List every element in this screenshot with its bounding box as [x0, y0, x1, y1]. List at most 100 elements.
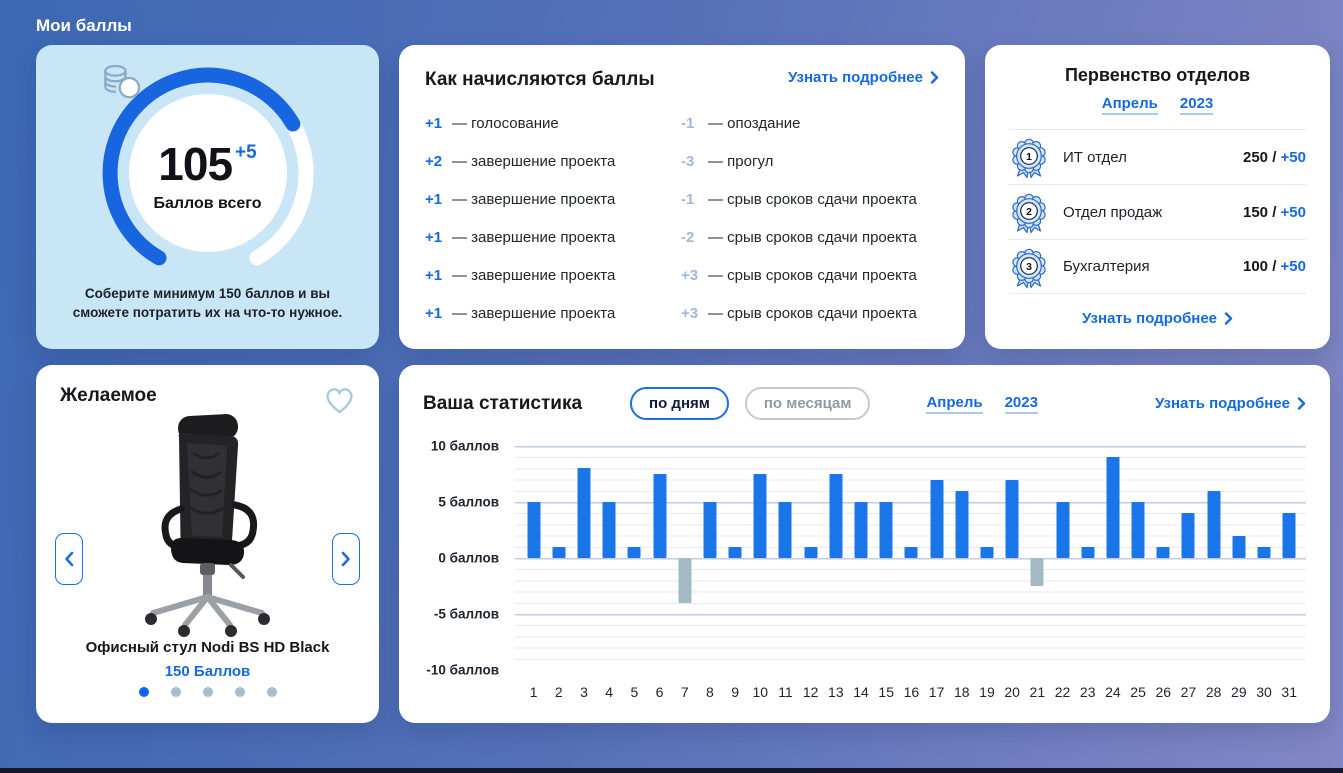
- x-tick-label: 8: [706, 684, 714, 700]
- year-link[interactable]: 2023: [1004, 394, 1038, 414]
- accrual-item: +1— завершение проекта: [425, 229, 616, 246]
- departments-details-link[interactable]: Узнать подробнее: [1082, 310, 1233, 327]
- x-tick-label: 12: [802, 684, 819, 700]
- bar-day-23: [1075, 446, 1100, 670]
- x-tick-label: 19: [979, 684, 995, 700]
- bar-day-9: [723, 446, 748, 670]
- accrual-item: -3— прогул: [681, 153, 774, 170]
- bar-day-26: [1151, 446, 1176, 670]
- chevron-right-icon: [1297, 397, 1306, 410]
- month-link[interactable]: Апрель: [926, 394, 983, 414]
- coins-icon: [103, 64, 140, 99]
- x-tick-label: 31: [1281, 684, 1297, 700]
- x-tick-label: 23: [1079, 684, 1096, 700]
- bar-day-10: [748, 446, 773, 670]
- department-score: 100 / +50: [1243, 258, 1306, 275]
- bar-day-27: [1176, 446, 1201, 670]
- accrual-item: +1— завершение проекта: [425, 267, 616, 284]
- bar-day-14: [848, 446, 873, 670]
- bar-day-25: [1126, 446, 1151, 670]
- chevron-right-icon: [930, 71, 939, 84]
- accrual-details-link[interactable]: Узнать подробнее: [788, 69, 939, 86]
- chevron-right-icon: [341, 551, 350, 567]
- statistics-card: Ваша статистика по дням по месяцам Апрел…: [399, 365, 1330, 723]
- carousel-dot-1[interactable]: [138, 687, 149, 697]
- x-tick-label: 18: [953, 684, 970, 700]
- accrual-negative-list: -1— опоздание -3— прогул -1— срыв сроков с…: [681, 115, 917, 322]
- bar-day-12: [798, 446, 823, 670]
- month-link[interactable]: Апрель: [1101, 95, 1158, 115]
- bar-day-16: [899, 446, 924, 670]
- carousel-dot-3[interactable]: [202, 687, 213, 697]
- carousel-dot-2[interactable]: [170, 687, 181, 697]
- bar-day-21: [1025, 446, 1050, 670]
- points-total: 105: [158, 138, 233, 190]
- bar-day-30: [1251, 446, 1276, 670]
- carousel-next-button[interactable]: [332, 533, 360, 585]
- accrual-item: -2— срыв сроков сдачи проекта: [681, 229, 917, 246]
- accrual-item: +2— завершение проекта: [425, 153, 616, 170]
- bar-day-3: [571, 446, 596, 670]
- heart-icon[interactable]: [322, 383, 357, 418]
- toggle-by-months[interactable]: по месяцам: [744, 387, 871, 420]
- medal-rank-1-icon: 1: [1012, 138, 1046, 179]
- chart-x-axis: 1 2 3 4 5 6 7 8 9 10 11 12 13 14 15 16 17 18 19 20 21 22 23 24 2…: [521, 684, 1302, 700]
- product-name: Офисный стул Nodi BS HD Black: [85, 639, 330, 656]
- departments-card-title: Первенство отделов: [1064, 65, 1251, 85]
- bar-day-20: [1000, 446, 1025, 670]
- medal-rank-3-icon: 3: [1012, 248, 1046, 288]
- x-tick-label: 13: [828, 684, 844, 700]
- x-tick-label: 26: [1155, 684, 1172, 700]
- accrual-item: +3— срыв сроков сдачи проекта: [681, 267, 917, 284]
- department-row: 1 ИТ отдел 250 / +50: [1009, 129, 1306, 184]
- points-delta-badge: +5: [235, 142, 257, 163]
- toggle-by-days[interactable]: по дням: [630, 387, 729, 420]
- accrual-item: -1— опоздание: [681, 115, 801, 132]
- bar-day-18: [949, 446, 974, 670]
- bar-day-4: [597, 446, 622, 670]
- departments-ranking: 1 ИТ отдел 250 / +50 2 Отдел продаж 150 / …: [1009, 129, 1306, 294]
- x-tick-label: 27: [1180, 684, 1197, 700]
- chart-y-axis: 10 баллов 5 баллов 0 баллов -5 баллов -10 ба…: [423, 439, 499, 678]
- x-tick-label: 4: [605, 684, 614, 700]
- x-tick-label: 3: [580, 684, 588, 700]
- statistics-card-title: Ваша статистика: [423, 392, 583, 414]
- bar-day-6: [647, 446, 672, 670]
- statistics-details-link[interactable]: Узнать подробнее: [1155, 395, 1306, 412]
- x-tick-label: 28: [1205, 684, 1222, 700]
- x-tick-label: 5: [630, 684, 639, 700]
- department-score: 250 / +50: [1243, 148, 1306, 166]
- y-tick-label: -10 баллов: [426, 662, 499, 678]
- x-tick-label: 21: [1029, 684, 1046, 700]
- accrual-item: +1— завершение проекта: [425, 305, 616, 322]
- carousel-dot-5[interactable]: [266, 687, 277, 697]
- product-image-office-chair: [144, 414, 270, 637]
- svg-text:1: 1: [1026, 151, 1032, 163]
- bar-day-2: [546, 446, 571, 670]
- carousel-prev-button[interactable]: [55, 533, 83, 585]
- x-tick-label: 17: [928, 684, 945, 700]
- y-tick-label: -5 баллов: [433, 606, 499, 622]
- department-row: 3 Бухгалтерия 100 / +50: [1009, 239, 1306, 294]
- x-tick-label: 30: [1256, 684, 1272, 700]
- medal-rank-2-icon: 2: [1012, 193, 1046, 234]
- x-tick-label: 15: [878, 684, 894, 700]
- department-name: ИТ отдел: [1063, 148, 1127, 166]
- carousel-dot-4[interactable]: [234, 687, 245, 697]
- points-total-label: Баллов всего: [153, 195, 262, 212]
- bar-day-22: [1050, 446, 1075, 670]
- year-link[interactable]: 2023: [1179, 95, 1214, 115]
- wishlist-card-title: Желаемое: [60, 385, 157, 406]
- bar-day-5: [622, 446, 647, 670]
- x-tick-label: 9: [731, 684, 739, 700]
- accrual-positive-list: +1— голосование +2— завершение проекта +1—…: [425, 115, 681, 322]
- page-title: Мои баллы: [36, 16, 132, 35]
- bar-day-11: [773, 446, 798, 670]
- x-tick-label: 14: [853, 684, 869, 700]
- chevron-right-icon: [1224, 312, 1233, 325]
- wishlist-card: Желаемое: [36, 365, 379, 723]
- departments-card: Первенство отделов Апрель 2023 1 ИТ отде…: [985, 45, 1330, 349]
- bar-day-17: [924, 446, 949, 670]
- x-tick-label: 16: [903, 684, 920, 700]
- y-tick-label: 5 баллов: [438, 494, 499, 510]
